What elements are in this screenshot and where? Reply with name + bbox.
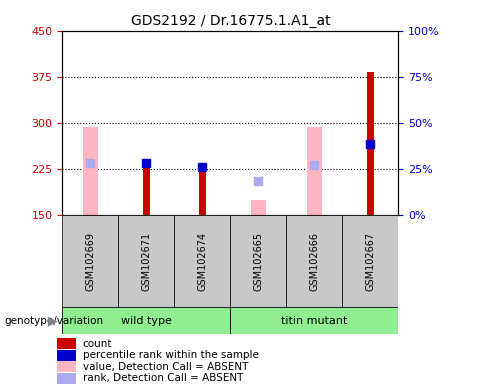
Bar	[230, 307, 398, 334]
Bar	[367, 72, 374, 215]
Text: titin mutant: titin mutant	[281, 316, 348, 326]
Bar	[57, 338, 76, 349]
Bar	[57, 373, 76, 384]
Text: ▶: ▶	[48, 314, 58, 327]
Bar	[57, 361, 76, 372]
Bar	[174, 215, 230, 307]
Title: GDS2192 / Dr.16775.1.A1_at: GDS2192 / Dr.16775.1.A1_at	[131, 14, 330, 28]
Text: GSM102674: GSM102674	[197, 232, 207, 291]
Bar	[287, 215, 342, 307]
Bar	[83, 127, 98, 215]
Text: genotype/variation: genotype/variation	[5, 316, 104, 326]
Bar	[199, 167, 206, 215]
Text: GSM102667: GSM102667	[365, 232, 375, 291]
Text: count: count	[83, 339, 112, 349]
Bar	[119, 215, 174, 307]
Text: GSM102666: GSM102666	[310, 232, 319, 291]
Text: GSM102669: GSM102669	[85, 232, 96, 291]
Bar	[230, 215, 287, 307]
Text: rank, Detection Call = ABSENT: rank, Detection Call = ABSENT	[83, 373, 243, 383]
Bar	[251, 200, 266, 215]
Bar	[342, 215, 398, 307]
Bar	[57, 350, 76, 361]
Bar	[62, 215, 119, 307]
Bar	[62, 307, 230, 334]
Bar	[307, 127, 322, 215]
Text: percentile rank within the sample: percentile rank within the sample	[83, 350, 259, 360]
Text: wild type: wild type	[121, 316, 172, 326]
Text: value, Detection Call = ABSENT: value, Detection Call = ABSENT	[83, 362, 248, 372]
Text: GSM102671: GSM102671	[142, 232, 151, 291]
Text: GSM102665: GSM102665	[253, 232, 264, 291]
Bar	[143, 160, 150, 215]
